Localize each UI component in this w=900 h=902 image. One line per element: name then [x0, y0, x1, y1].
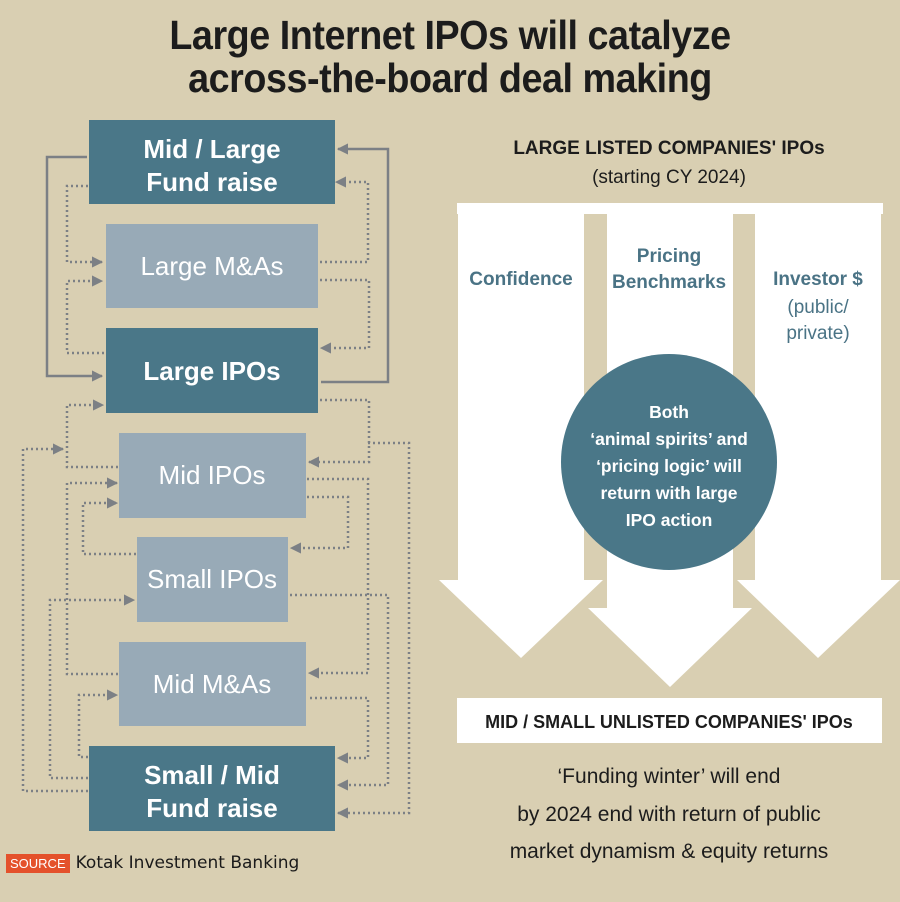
dotted-connector [21, 443, 88, 793]
source-text: Kotak Investment Banking [75, 853, 300, 873]
box-large-mas: Large M&As [106, 224, 318, 308]
source-line: SOURCE Kotak Investment Banking [6, 853, 299, 873]
dotted-connector [48, 594, 136, 780]
box-small-ipos: Small IPOs [137, 537, 288, 622]
circle-text-line: Both [649, 402, 689, 422]
arrows-top-bar [457, 203, 883, 214]
box-mid-ipos: Mid IPOs [119, 433, 306, 518]
box-label: Fund raise [146, 167, 277, 197]
solid-connector [45, 155, 104, 382]
box-large-ipos: Large IPOs [106, 328, 318, 413]
arrow-label-confidence: Confidence [469, 269, 572, 290]
dotted-connector [65, 477, 119, 676]
arrow-label-private: private) [786, 323, 849, 344]
box-label: Small IPOs [147, 564, 277, 594]
arrow-label-benchmarks: Benchmarks [612, 272, 726, 293]
down-arrow-investor [737, 213, 900, 658]
dotted-connector [307, 477, 370, 679]
box-label: Large IPOs [143, 356, 280, 386]
solid-connector [321, 143, 390, 384]
circle-text-line: return with large [600, 483, 737, 503]
flow-connectors [21, 143, 411, 819]
circle-text-line: ‘pricing logic’ will [596, 456, 742, 476]
down-arrow-confidence [439, 213, 603, 658]
dotted-connector [65, 184, 104, 268]
box-mid-large-fund-raise: Mid / Large Fund raise [89, 120, 335, 204]
conclusion-line: by 2024 end with return of public [517, 803, 821, 826]
arrow-label-public: (public/ [787, 297, 849, 318]
bottom-box: MID / SMALL UNLISTED COMPANIES' IPOs [457, 698, 882, 743]
dotted-connector [81, 497, 136, 556]
callout-circle: Both ‘animal spirits’ and ‘pricing logic… [561, 354, 777, 570]
arrow-label-pricing: Pricing [637, 246, 701, 267]
box-label: Large M&As [140, 251, 283, 281]
dotted-connector [65, 275, 104, 355]
dotted-connector [289, 495, 350, 554]
box-small-mid-fund-raise: Small / Mid Fund raise [89, 746, 335, 831]
box-label: Small / Mid [144, 760, 280, 790]
box-label: Mid M&As [153, 669, 271, 699]
title-line-2: across-the-board deal making [188, 55, 712, 101]
dotted-connector [65, 399, 118, 469]
box-mid-mas: Mid M&As [119, 642, 306, 726]
dotted-connector [319, 278, 371, 354]
box-label: Fund raise [146, 793, 277, 823]
title-line-1: Large Internet IPOs will catalyze [169, 12, 731, 58]
conclusion-line: ‘Funding winter’ will end [558, 765, 781, 788]
conclusion-line: market dynamism & equity returns [510, 840, 829, 863]
source-badge: SOURCE [6, 853, 70, 873]
circle-text-line: IPO action [626, 510, 713, 530]
circle-text-line: ‘animal spirits’ and [590, 429, 748, 449]
bottom-box-label: MID / SMALL UNLISTED COMPANIES' IPOs [485, 712, 853, 732]
dotted-connector [77, 689, 119, 759]
dotted-connector [336, 441, 411, 819]
right-subheading: (starting CY 2024) [592, 167, 746, 188]
box-label: Mid IPOs [159, 460, 266, 490]
dotted-connector [307, 398, 371, 468]
arrow-label-investor: Investor $ [773, 269, 863, 290]
right-heading: LARGE LISTED COMPANIES' IPOs [513, 138, 824, 159]
page-title: Large Internet IPOs will catalyze across… [0, 14, 900, 100]
box-label: Mid / Large [143, 134, 280, 164]
